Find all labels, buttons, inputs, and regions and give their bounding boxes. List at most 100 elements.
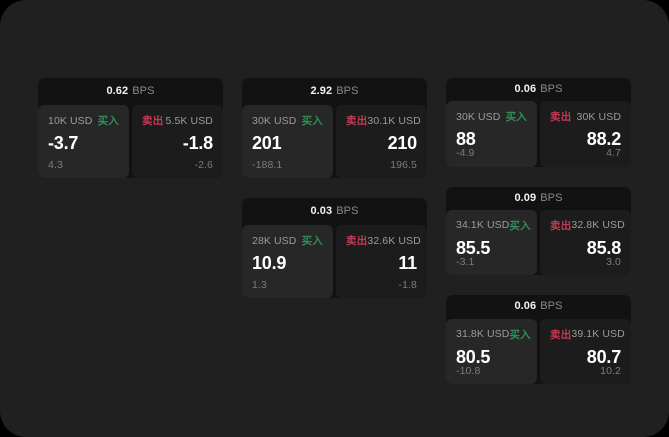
spread-value: 0.09: [514, 191, 537, 204]
buy-price: -3.7: [48, 133, 79, 153]
sell-delta: 3.0: [606, 255, 621, 268]
card-spread-header: 0.62 BPS: [38, 78, 223, 105]
buy-delta: -188.1: [252, 158, 283, 171]
buy-delta: 4.3: [48, 158, 63, 171]
card-spread-header: 0.06 BPS: [446, 78, 631, 101]
buy-price: 85.5: [456, 237, 491, 258]
quote-column-1: 0.62 BPS 10K USD 买入 -3.7 4.3 5.5K: [38, 78, 223, 384]
sell-panel[interactable]: 5.5K USD 卖出 -1.8 -2.6: [132, 105, 223, 178]
sell-panel-top: 32.6K USD 卖出: [346, 234, 421, 248]
buy-panel-top: 28K USD 买入: [252, 234, 323, 248]
sell-delta: -1.8: [398, 278, 417, 291]
quote-card[interactable]: 0.09 BPS 34.1K USD 买入 85.5 -3.1 32: [446, 186, 631, 276]
buy-size-label: 31.8K USD: [456, 328, 510, 341]
buy-side-tag: 买入: [301, 115, 323, 127]
buy-panel-top: 31.8K USD 买入: [456, 328, 531, 341]
sell-price: 85.8: [586, 237, 621, 258]
card-body: 34.1K USD 买入 85.5 -3.1 32.8K USD 卖出 85.8…: [446, 209, 631, 276]
spread-unit: BPS: [336, 205, 359, 217]
quote-card[interactable]: 2.92 BPS 30K USD 买入 201 -188.1 30.: [242, 78, 427, 178]
buy-size-label: 34.1K USD: [456, 219, 510, 232]
sell-panel[interactable]: 32.8K USD 卖出 85.8 3.0: [540, 209, 631, 276]
sell-side-tag: 卖出: [346, 235, 368, 247]
sell-side-tag: 卖出: [550, 328, 572, 341]
buy-panel[interactable]: 10K USD 买入 -3.7 4.3: [38, 105, 129, 178]
spread-unit: BPS: [132, 85, 155, 97]
spread-value: 0.03: [310, 205, 333, 217]
buy-side-tag: 买入: [509, 328, 531, 341]
card-body: 28K USD 买入 10.9 1.3 32.6K USD 卖出 11 -1.8: [242, 225, 427, 298]
card-body: 10K USD 买入 -3.7 4.3 5.5K USD 卖出 -1.8 -2.…: [38, 105, 223, 178]
sell-panel[interactable]: 39.1K USD 卖出 80.7 10.2: [540, 318, 631, 385]
sell-price: 80.7: [586, 346, 621, 367]
sell-size-label: 30.1K USD: [367, 114, 421, 127]
quote-column-2: 2.92 BPS 30K USD 买入 201 -188.1 30.: [242, 78, 427, 384]
sell-delta: 4.7: [606, 147, 621, 160]
sell-panel-top: 5.5K USD 卖出: [142, 114, 213, 128]
buy-panel[interactable]: 34.1K USD 买入 85.5 -3.1: [446, 209, 537, 276]
buy-size-label: 10K USD: [48, 114, 93, 127]
buy-delta: -10.8: [456, 364, 481, 377]
buy-side-tag: 买入: [301, 235, 323, 247]
buy-panel-top: 10K USD 买入: [48, 114, 119, 128]
buy-delta: -4.9: [456, 147, 475, 160]
buy-size-label: 30K USD: [252, 114, 297, 127]
spread-value: 2.92: [310, 85, 333, 97]
buy-price: 80.5: [456, 346, 491, 367]
spread-unit: BPS: [540, 300, 563, 313]
card-body: 30K USD 买入 201 -188.1 30.1K USD 卖出 210 1…: [242, 105, 427, 178]
buy-delta: -3.1: [456, 255, 475, 268]
card-spread-header: 0.06 BPS: [446, 295, 631, 318]
sell-delta: 196.5: [390, 158, 417, 171]
buy-price: 10.9: [252, 253, 287, 273]
spread-unit: BPS: [336, 85, 359, 97]
card-body: 30K USD 买入 88 -4.9 30K USD 卖出 88.2 4.7: [446, 101, 631, 167]
buy-price: 88: [456, 129, 476, 150]
buy-side-tag: 买入: [505, 111, 527, 124]
spread-value: 0.06: [514, 83, 537, 96]
buy-size-label: 30K USD: [456, 110, 501, 123]
buy-panel[interactable]: 31.8K USD 买入 80.5 -10.8: [446, 318, 537, 385]
sell-panel-top: 30K USD 卖出: [550, 110, 621, 124]
sell-panel[interactable]: 30K USD 卖出 88.2 4.7: [540, 101, 631, 167]
buy-side-tag: 买入: [509, 219, 531, 232]
quote-card[interactable]: 0.06 BPS 30K USD 买入 88 -4.9 30K US: [446, 78, 631, 167]
quote-board: 0.62 BPS 10K USD 买入 -3.7 4.3 5.5K: [38, 78, 632, 385]
sell-size-label: 5.5K USD: [165, 114, 213, 127]
card-spread-header: 0.03 BPS: [242, 198, 427, 225]
sell-delta: -2.6: [194, 158, 213, 171]
sell-size-label: 32.8K USD: [571, 219, 625, 232]
buy-panel[interactable]: 30K USD 买入 88 -4.9: [446, 101, 537, 167]
spread-value: 0.62: [106, 85, 129, 97]
buy-panel-top: 30K USD 买入: [456, 110, 527, 124]
spread-value: 0.06: [514, 300, 537, 313]
buy-panel-top: 30K USD 买入: [252, 114, 323, 128]
buy-side-tag: 买入: [97, 115, 119, 127]
sell-size-label: 32.6K USD: [367, 234, 421, 247]
sell-price: -1.8: [182, 133, 213, 153]
sell-price: 88.2: [586, 129, 621, 150]
quote-card[interactable]: 0.03 BPS 28K USD 买入 10.9 1.3 32.6K: [242, 198, 427, 298]
sell-delta: 10.2: [600, 364, 621, 377]
card-spread-header: 2.92 BPS: [242, 78, 427, 105]
sell-panel[interactable]: 32.6K USD 卖出 11 -1.8: [336, 225, 427, 298]
sell-side-tag: 卖出: [550, 219, 572, 232]
buy-delta: 1.3: [252, 278, 267, 291]
buy-panel[interactable]: 30K USD 买入 201 -188.1: [242, 105, 333, 178]
sell-panel-top: 39.1K USD 卖出: [550, 328, 625, 341]
sell-price: 11: [398, 253, 417, 273]
buy-size-label: 28K USD: [252, 234, 297, 247]
sell-panel[interactable]: 30.1K USD 卖出 210 196.5: [336, 105, 427, 178]
quote-card[interactable]: 0.62 BPS 10K USD 买入 -3.7 4.3 5.5K: [38, 78, 223, 178]
buy-panel[interactable]: 28K USD 买入 10.9 1.3: [242, 225, 333, 298]
quote-column-3: 0.06 BPS 30K USD 买入 88 -4.9 30K US: [446, 78, 631, 385]
spread-unit: BPS: [540, 191, 563, 204]
quote-card[interactable]: 0.06 BPS 31.8K USD 买入 80.5 -10.8 3: [446, 295, 631, 385]
sell-side-tag: 卖出: [550, 111, 572, 124]
sell-panel-top: 32.8K USD 卖出: [550, 219, 625, 232]
sell-price: 210: [387, 133, 418, 153]
card-body: 31.8K USD 买入 80.5 -10.8 39.1K USD 卖出 80.…: [446, 318, 631, 385]
sell-side-tag: 卖出: [142, 115, 164, 127]
buy-price: 201: [252, 133, 282, 153]
